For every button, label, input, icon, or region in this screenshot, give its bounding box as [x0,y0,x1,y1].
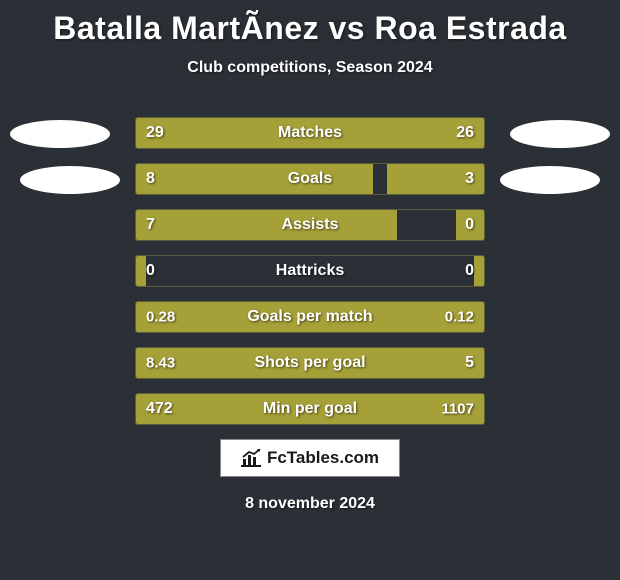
watermark-text: FcTables.com [267,448,379,468]
value-right: 3 [465,170,474,188]
stat-row: 8 3 Goals [135,163,485,195]
value-right: 1107 [441,401,474,418]
stat-label: Matches [278,124,342,142]
player-left-oval-2 [20,166,120,194]
value-left: 8.43 [146,355,175,372]
stat-row: 0.28 0.12 Goals per match [135,301,485,333]
value-left: 29 [146,124,164,142]
stat-row: 29 26 Matches [135,117,485,149]
value-right: 26 [456,124,474,142]
stat-row: 0 0 Hattricks [135,255,485,287]
stat-row: 7 0 Assists [135,209,485,241]
chart-icon [241,449,261,467]
watermark: FcTables.com [0,439,620,477]
stat-rows-container: 29 26 Matches 8 3 Goals 7 0 Assists 0 0 Hattricks 0.… [135,117,485,425]
player-right-oval-2 [500,166,600,194]
value-left: 0 [146,262,155,280]
subtitle: Club competitions, Season 2024 [0,59,620,77]
stat-label: Min per goal [263,400,357,418]
stat-row: 8.43 5 Shots per goal [135,347,485,379]
value-right: 5 [465,354,474,372]
page-title: Batalla MartÃ­nez vs Roa Estrada [0,0,620,47]
comparison-chart: 29 26 Matches 8 3 Goals 7 0 Assists 0 0 Hattricks 0.… [0,117,620,425]
value-left: 0.28 [146,309,175,326]
player-right-oval-1 [510,120,610,148]
bar-left [136,210,397,240]
value-left: 7 [146,216,155,234]
value-right: 0 [465,262,474,280]
stat-label: Hattricks [276,262,344,280]
stat-label: Goals [288,170,332,188]
date-label: 8 november 2024 [0,495,620,513]
bar-right [474,256,484,286]
stat-label: Goals per match [247,308,372,326]
value-right: 0.12 [445,309,474,326]
stat-row: 472 1107 Min per goal [135,393,485,425]
watermark-box: FcTables.com [220,439,400,477]
value-right: 0 [465,216,474,234]
bar-left [136,164,373,194]
value-left: 472 [146,400,173,418]
bar-left [136,256,146,286]
stat-label: Assists [282,216,339,234]
value-left: 8 [146,170,155,188]
player-left-oval-1 [10,120,110,148]
stat-label: Shots per goal [254,354,365,372]
